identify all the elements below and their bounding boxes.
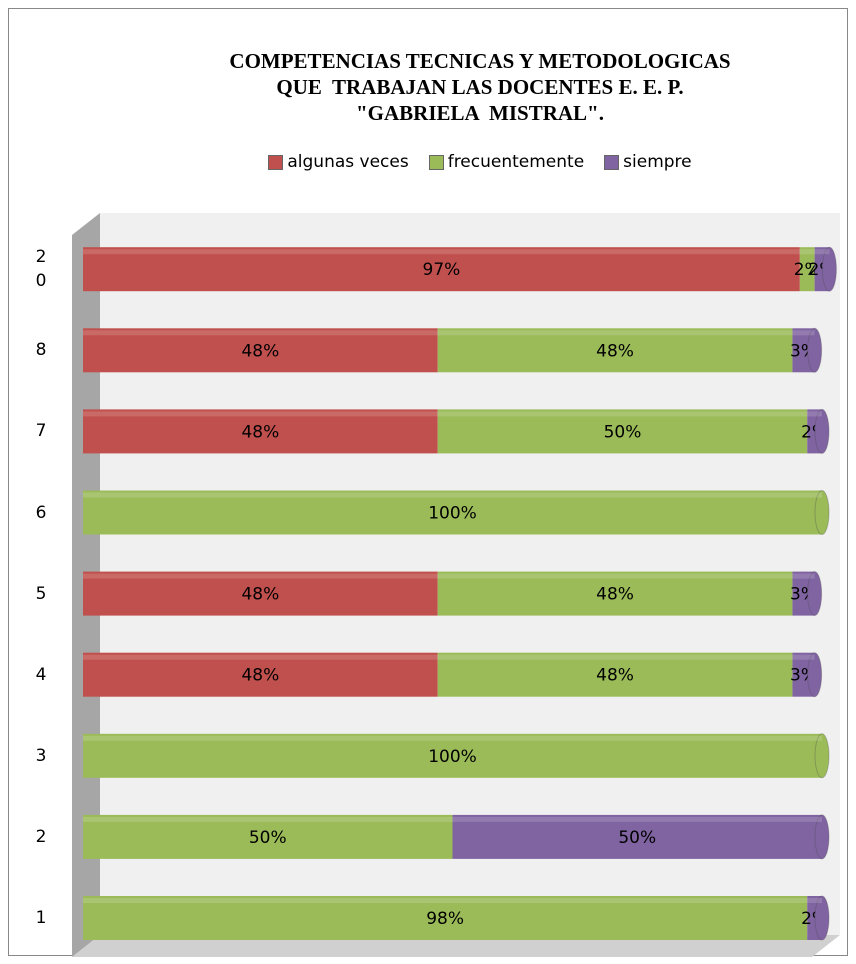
bar-cap [821,246,837,292]
chart-title: COMPETENCIAS TECNICAS Y METODOLOGICAS QUE… [130,48,830,126]
data-label: 48% [241,422,279,442]
y-tick-label: 4 [35,664,47,685]
bar-cap [814,814,830,860]
bar-segment [437,328,793,373]
bar-shine [83,573,815,579]
bar-segment [83,814,453,859]
y-tick-label: 1 [35,908,47,928]
bar-cap [807,571,823,617]
bar-shine [83,249,830,255]
y-tick-label: 7 [35,421,47,442]
bar-shine [83,492,822,498]
legend-swatch [604,154,620,170]
bar-segment [799,247,815,292]
bar-segment [83,896,808,940]
bar-shine [83,816,822,822]
data-label: 48% [241,341,279,361]
bar-shine [83,735,822,741]
legend-item: siempre [604,152,692,172]
floor [72,935,840,957]
legend-swatch [268,154,284,170]
bar-shine [83,411,822,417]
bar-segment [83,328,438,373]
bar-shine [83,330,815,336]
y-tick-label: 2 [35,826,47,847]
bar-segment [437,409,808,454]
data-label: 2% [794,260,821,280]
data-label: 48% [241,666,279,686]
legend-swatch [428,154,444,170]
bar-cap [814,895,830,941]
data-label: 97% [423,260,461,280]
data-label: 48% [596,585,634,605]
data-label: 48% [596,341,634,361]
bar-shine [83,654,815,660]
legend-label: algunas veces [287,152,409,172]
y-tick-label: 6 [35,502,47,523]
y-tick-label: 20 [35,247,47,292]
bar-segment [83,409,438,454]
data-label: 98% [426,909,464,929]
y-tick-label: 3 [35,745,47,766]
bar-segment [83,733,822,778]
bar-cap [807,327,823,373]
data-label: 50% [604,422,642,442]
bar-segment [83,490,822,535]
y-tick-label: 5 [35,583,47,604]
legend: algunas veces frecuentemente siempre [170,152,790,172]
legend-item: algunas veces [268,152,409,172]
bar-segment [452,814,822,859]
data-label: 48% [596,666,634,686]
bar-cap [814,490,830,535]
bar-segment [83,652,438,697]
title-line: COMPETENCIAS TECNICAS Y METODOLOGICAS [229,49,731,73]
bar-cap [807,652,823,698]
title-line: "GABRIELA MISTRAL". [356,101,604,125]
bar-segment [437,652,793,697]
data-label: 48% [241,585,279,605]
data-label: 50% [618,828,656,848]
data-label: 100% [428,747,477,767]
data-label: 100% [428,504,477,524]
bar-shine [83,898,822,903]
bar-segment [83,571,438,616]
bar-cap [814,408,830,454]
title-line: QUE TRABAJAN LAS DOCENTES E. E. P. [276,75,684,99]
bar-segment [437,571,793,616]
legend-label: siempre [623,152,692,172]
legend-item: frecuentemente [428,152,585,172]
bar-cap [814,733,830,779]
y-tick-label: 8 [35,340,47,361]
legend-label: frecuentemente [447,152,585,172]
bar-segment [83,247,800,292]
data-label: 50% [249,828,287,848]
